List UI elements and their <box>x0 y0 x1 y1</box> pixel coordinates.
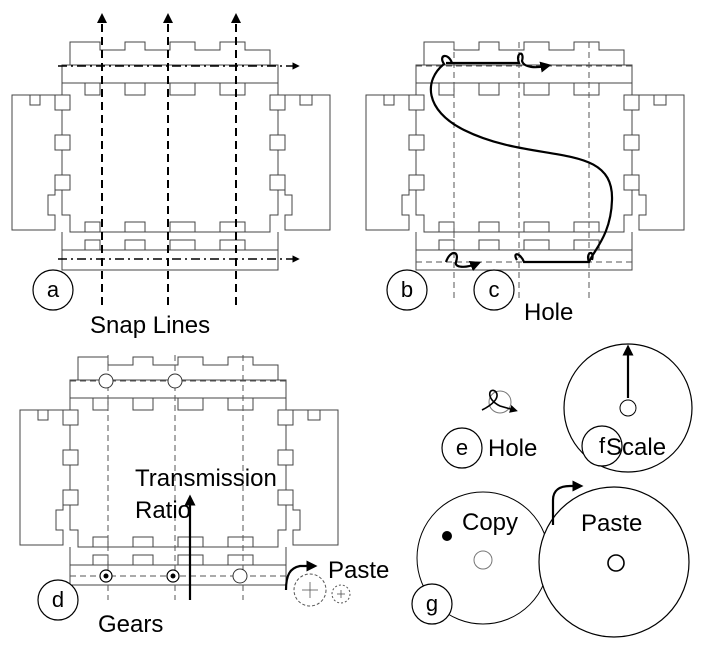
transmission-label: Transmission <box>135 465 277 492</box>
hole-path-top <box>446 52 552 73</box>
box-net-a <box>11 41 331 271</box>
panel-a-marker <box>32 269 74 311</box>
panel-b-marker-label: b <box>401 277 413 302</box>
panel-f-marker <box>581 425 623 467</box>
paste-label: Paste <box>581 510 642 537</box>
paste-arrow-d <box>284 560 318 591</box>
panel-bc: b c Hole <box>365 41 685 326</box>
gear-icon-large <box>293 573 327 607</box>
hole-path-start <box>444 251 482 272</box>
hole-icon-circle <box>488 390 512 414</box>
panel-a: a Snap Lines <box>11 13 331 339</box>
copy-label: Copy <box>462 509 518 536</box>
panel-c-caption: Hole <box>524 299 573 326</box>
copy-point <box>442 531 452 541</box>
panel-d-marker <box>37 579 79 621</box>
panel-f: f Scale <box>563 343 693 473</box>
panel-f-caption: Scale <box>606 434 666 461</box>
panel-g-marker-label: g <box>426 591 438 616</box>
hole-icon-path <box>481 389 518 413</box>
panel-e-marker <box>441 427 483 469</box>
panel-a-caption: Snap Lines <box>90 312 210 339</box>
panel-e-caption: Hole <box>488 435 537 462</box>
gear-hole-2-dot <box>170 573 176 579</box>
panel-d-caption: Gears <box>98 611 163 638</box>
panel-e: e Hole <box>441 389 537 469</box>
copy-center-hole <box>473 550 493 570</box>
panel-c-marker-label: c <box>489 277 500 302</box>
hole-path <box>429 54 614 264</box>
panel-f-marker-label: f <box>599 433 606 458</box>
panel-a-marker-label: a <box>47 277 60 302</box>
hole-d-2 <box>167 373 183 389</box>
gear-icon-small <box>331 584 351 604</box>
gear-hole-3 <box>232 568 248 584</box>
panel-d: Transmission Ratio Paste d Gears <box>19 355 389 638</box>
scale-center-hole <box>619 399 637 417</box>
panel-b-marker <box>386 269 428 311</box>
paste-arrow-g <box>551 480 584 525</box>
hole-d-1 <box>98 373 114 389</box>
box-net-b <box>365 41 685 271</box>
ratio-label: Ratio <box>135 497 191 524</box>
gear-hole-1-dot <box>103 573 109 579</box>
paste-center-hole <box>607 554 625 572</box>
panel-d-marker-label: d <box>52 587 64 612</box>
panel-g: Copy Paste g <box>411 480 690 638</box>
panel-d-paste-label: Paste <box>328 557 389 584</box>
panel-g-marker <box>411 583 453 625</box>
panel-e-marker-label: e <box>456 435 468 460</box>
panel-c-marker <box>473 269 515 311</box>
